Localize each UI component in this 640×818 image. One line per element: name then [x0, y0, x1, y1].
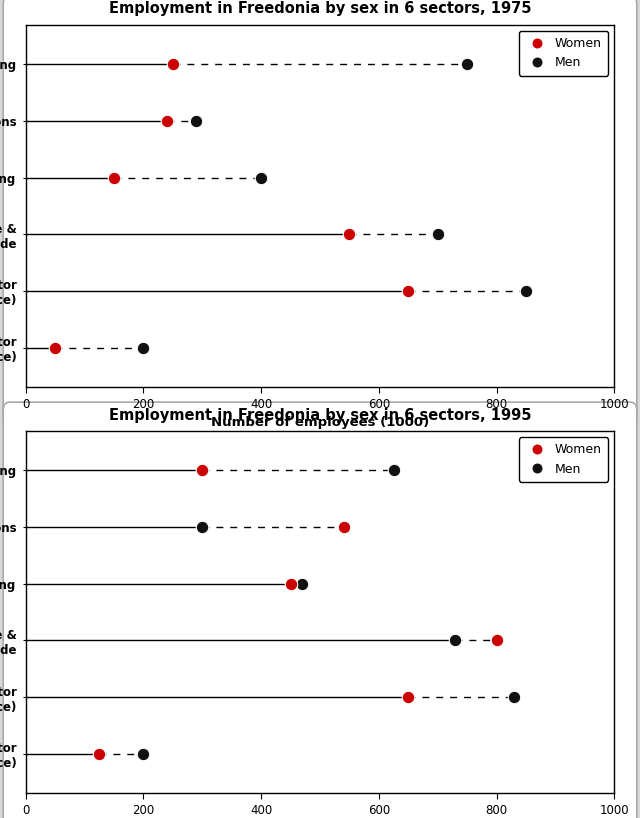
Legend: Women, Men: Women, Men [518, 437, 608, 482]
Title: Employment in Freedonia by sex in 6 sectors, 1995: Employment in Freedonia by sex in 6 sect… [109, 407, 531, 423]
Title: Employment in Freedonia by sex in 6 sectors, 1975: Employment in Freedonia by sex in 6 sect… [109, 2, 531, 16]
X-axis label: Number of employees (1000): Number of employees (1000) [211, 416, 429, 429]
Legend: Women, Men: Women, Men [518, 31, 608, 75]
